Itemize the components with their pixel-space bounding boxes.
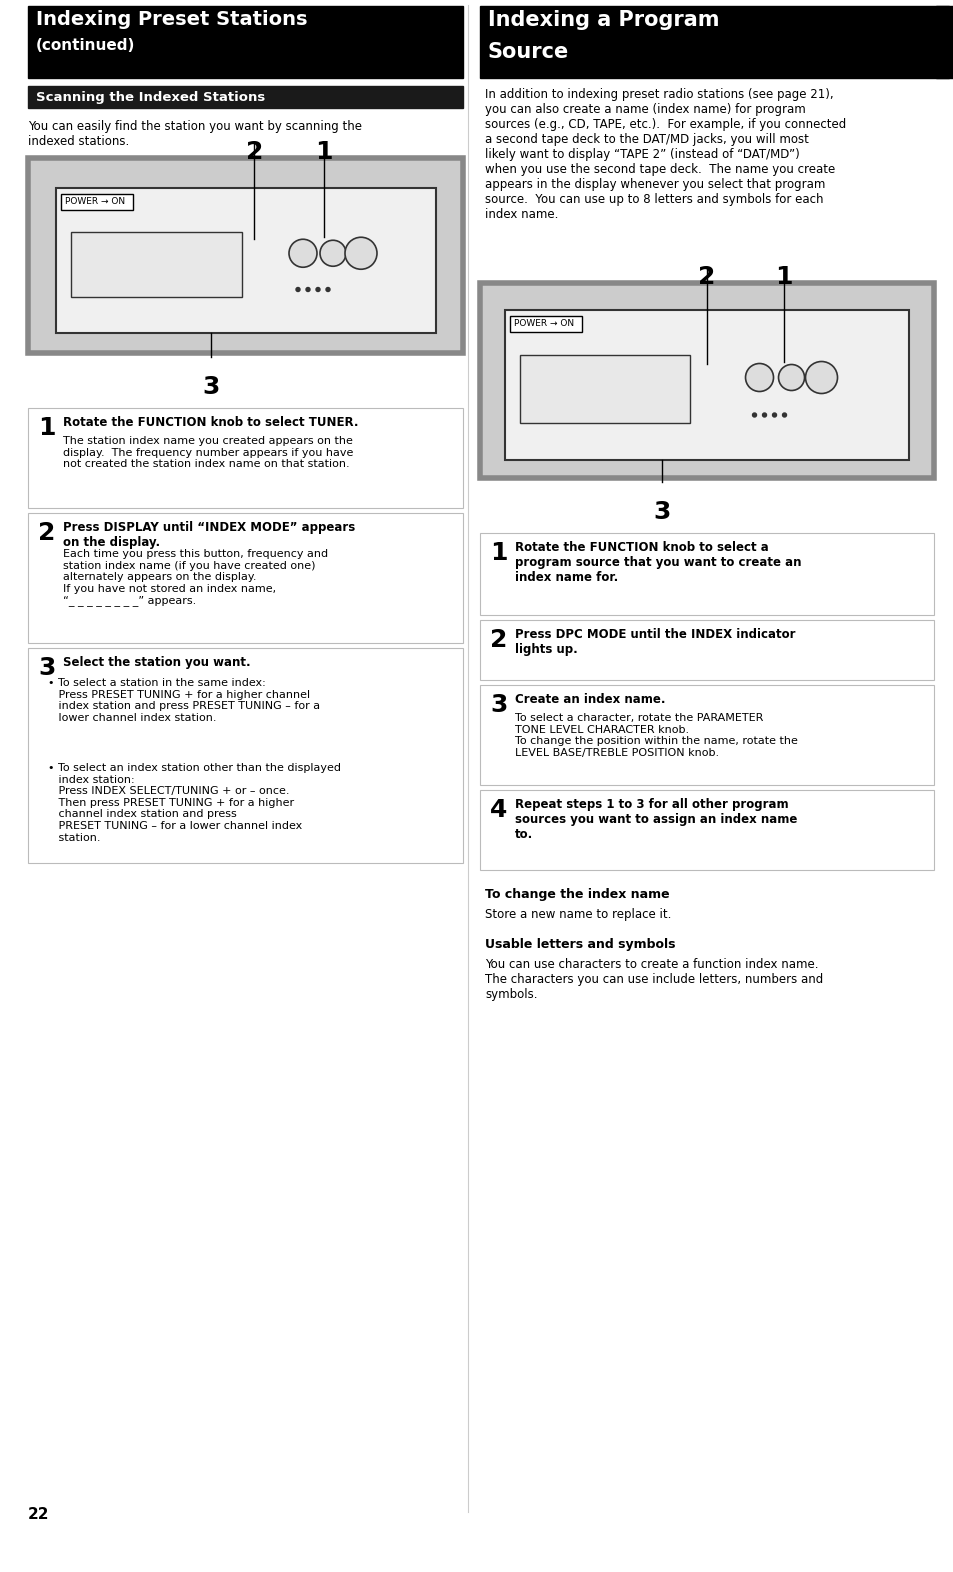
Text: • To select an index station other than the displayed
   index station:
   Press: • To select an index station other than …	[48, 762, 340, 843]
Bar	[28, 86, 462, 108]
Text: 1: 1	[775, 266, 792, 289]
Circle shape	[295, 288, 299, 291]
Bar	[479, 283, 933, 478]
Bar	[56, 189, 436, 333]
Text: Rotate the FUNCTION knob to select a
program source that you want to create an
i: Rotate the FUNCTION knob to select a pro…	[515, 541, 801, 585]
Bar	[479, 685, 933, 784]
Bar	[479, 791, 933, 869]
Text: 2: 2	[490, 627, 507, 652]
Bar	[28, 159, 462, 354]
Text: Create an index name.: Create an index name.	[515, 693, 665, 706]
Bar	[71, 231, 242, 297]
Circle shape	[781, 413, 785, 417]
Text: Press DISPLAY until “INDEX MODE” appears
on the display.: Press DISPLAY until “INDEX MODE” appears…	[63, 520, 355, 549]
Text: 1: 1	[38, 417, 55, 440]
Text: Scanning the Indexed Stations: Scanning the Indexed Stations	[36, 91, 265, 104]
Bar	[935, 6, 953, 79]
Bar	[519, 355, 689, 423]
Text: Source: Source	[488, 42, 569, 61]
Bar	[504, 310, 908, 461]
Text: You can use characters to create a function index name.
The characters you can u: You can use characters to create a funct…	[484, 957, 822, 1001]
Text: Rotate the FUNCTION knob to select TUNER.: Rotate the FUNCTION knob to select TUNER…	[63, 417, 358, 429]
Text: You can easily find the station you want by scanning the
indexed stations.: You can easily find the station you want…	[28, 119, 361, 148]
Circle shape	[804, 362, 837, 393]
Bar	[479, 619, 933, 681]
Circle shape	[319, 241, 346, 266]
Text: 3: 3	[490, 693, 507, 717]
Bar	[28, 409, 462, 508]
Circle shape	[306, 288, 310, 291]
Circle shape	[289, 239, 316, 267]
Circle shape	[772, 413, 776, 417]
Bar	[28, 648, 462, 863]
Text: 3: 3	[202, 376, 219, 399]
Text: 2: 2	[38, 520, 55, 545]
Bar	[28, 512, 462, 643]
Bar	[28, 6, 462, 79]
Text: Indexing a Program: Indexing a Program	[488, 9, 719, 30]
Text: Usable letters and symbols: Usable letters and symbols	[484, 938, 675, 951]
Text: POWER → ON: POWER → ON	[65, 198, 125, 206]
Text: Repeat steps 1 to 3 for all other program
sources you want to assign an index na: Repeat steps 1 to 3 for all other progra…	[515, 799, 797, 841]
Text: POWER → ON: POWER → ON	[514, 319, 574, 329]
Circle shape	[744, 363, 773, 391]
Text: • To select a station in the same index:
   Press PRESET TUNING + for a higher c: • To select a station in the same index:…	[48, 678, 320, 723]
Text: The station index name you created appears on the
display.  The frequency number: The station index name you created appea…	[63, 435, 353, 468]
Bar	[479, 6, 948, 79]
Text: 1: 1	[314, 140, 333, 163]
Text: 2: 2	[698, 266, 715, 289]
Text: 22: 22	[28, 1508, 50, 1522]
Bar	[479, 533, 933, 615]
Text: 3: 3	[38, 656, 55, 681]
Bar	[61, 193, 132, 211]
Text: 2: 2	[245, 140, 263, 163]
Bar	[510, 316, 581, 332]
Circle shape	[326, 288, 330, 291]
Text: To change the index name: To change the index name	[484, 888, 669, 901]
Text: (continued): (continued)	[36, 38, 135, 53]
Text: Each time you press this button, frequency and
station index name (if you have c: Each time you press this button, frequen…	[63, 549, 328, 607]
Circle shape	[778, 365, 803, 390]
Text: 3: 3	[652, 500, 670, 523]
Circle shape	[761, 413, 765, 417]
Text: 4: 4	[490, 799, 507, 822]
Text: Select the station you want.: Select the station you want.	[63, 656, 251, 670]
Circle shape	[345, 237, 376, 269]
Text: 1: 1	[490, 541, 507, 564]
Text: To select a character, rotate the PARAMETER
TONE LEVEL CHARACTER knob.
To change: To select a character, rotate the PARAME…	[515, 714, 797, 758]
Text: Store a new name to replace it.: Store a new name to replace it.	[484, 909, 671, 921]
Text: In addition to indexing preset radio stations (see page 21),
you can also create: In addition to indexing preset radio sta…	[484, 88, 845, 222]
Circle shape	[752, 413, 756, 417]
Text: Press DPC MODE until the INDEX indicator
lights up.: Press DPC MODE until the INDEX indicator…	[515, 627, 795, 656]
Circle shape	[315, 288, 319, 291]
Text: Indexing Preset Stations: Indexing Preset Stations	[36, 9, 307, 28]
